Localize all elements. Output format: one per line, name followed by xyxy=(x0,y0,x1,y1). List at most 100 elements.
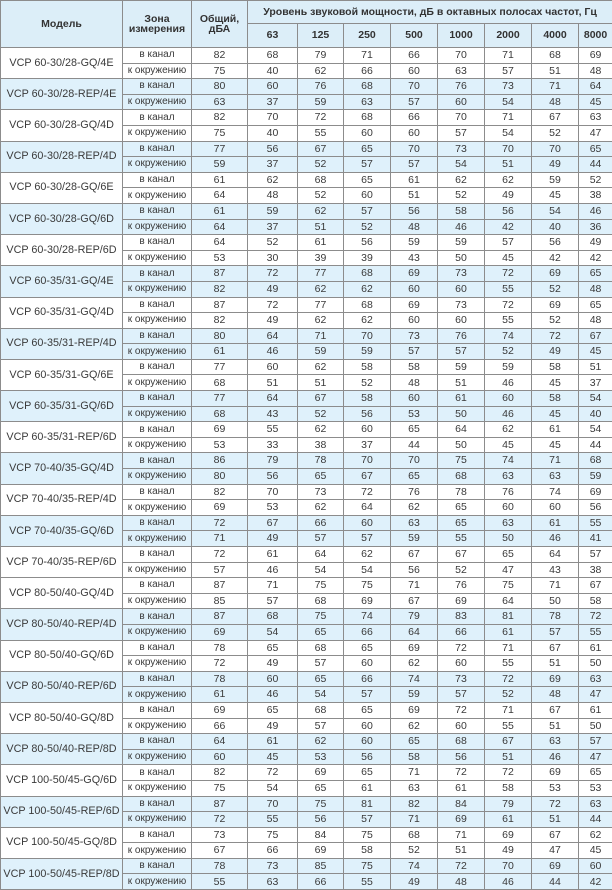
octave-value-cell: 49 xyxy=(532,157,579,173)
octave-value-cell: 65 xyxy=(298,671,344,687)
zone-cell: в канал xyxy=(123,858,192,874)
octave-value-cell: 49 xyxy=(485,843,532,859)
octave-value-cell: 55 xyxy=(485,281,532,297)
octave-value-cell: 42 xyxy=(532,250,579,266)
octave-value-cell: 45 xyxy=(532,188,579,204)
zone-cell: в канал xyxy=(123,578,192,594)
octave-value-cell: 59 xyxy=(248,203,298,219)
octave-value-cell: 45 xyxy=(485,437,532,453)
octave-value-cell: 59 xyxy=(485,359,532,375)
octave-value-cell: 70 xyxy=(248,110,298,126)
octave-value-cell: 57 xyxy=(298,718,344,734)
zone-cell: к окружению xyxy=(123,125,192,141)
octave-value-cell: 51 xyxy=(532,63,579,79)
zone-cell: в канал xyxy=(123,79,192,95)
zone-cell: в канал xyxy=(123,235,192,251)
octave-value-cell: 62 xyxy=(298,203,344,219)
octave-value-cell: 50 xyxy=(438,250,485,266)
octave-value-cell: 65 xyxy=(391,734,438,750)
octave-value-cell: 59 xyxy=(298,344,344,360)
total-cell: 86 xyxy=(192,453,248,469)
octave-value-cell: 43 xyxy=(391,250,438,266)
octave-value-cell: 69 xyxy=(532,765,579,781)
octave-value-cell: 69 xyxy=(438,593,485,609)
octave-value-cell: 57 xyxy=(579,734,612,750)
octave-value-cell: 64 xyxy=(532,547,579,563)
octave-value-cell: 58 xyxy=(344,359,391,375)
octave-value-cell: 46 xyxy=(248,344,298,360)
octave-value-cell: 56 xyxy=(391,203,438,219)
octave-value-cell: 57 xyxy=(391,94,438,110)
zone-cell: в канал xyxy=(123,609,192,625)
total-cell: 80 xyxy=(192,469,248,485)
octave-value-cell: 69 xyxy=(579,484,612,500)
octave-value-cell: 52 xyxy=(438,188,485,204)
octave-value-cell: 60 xyxy=(344,188,391,204)
octave-value-cell: 44 xyxy=(579,157,612,173)
octave-value-cell: 51 xyxy=(532,656,579,672)
octave-value-cell: 40 xyxy=(248,125,298,141)
octave-value-cell: 73 xyxy=(298,484,344,500)
octave-value-cell: 51 xyxy=(248,375,298,391)
octave-value-cell: 46 xyxy=(438,219,485,235)
octave-value-cell: 60 xyxy=(344,125,391,141)
header-frequency: 63 xyxy=(248,24,298,48)
zone-cell: к окружению xyxy=(123,500,192,516)
octave-value-cell: 51 xyxy=(532,812,579,828)
octave-value-cell: 58 xyxy=(532,391,579,407)
octave-value-cell: 52 xyxy=(438,562,485,578)
octave-value-cell: 51 xyxy=(485,157,532,173)
octave-value-cell: 68 xyxy=(344,79,391,95)
octave-value-cell: 61 xyxy=(391,172,438,188)
octave-value-cell: 70 xyxy=(485,141,532,157)
octave-value-cell: 65 xyxy=(298,624,344,640)
octave-value-cell: 69 xyxy=(298,843,344,859)
zone-cell: в канал xyxy=(123,453,192,469)
octave-value-cell: 67 xyxy=(298,141,344,157)
total-cell: 72 xyxy=(192,515,248,531)
model-cell: VCP 80-50/40-GQ/8D xyxy=(1,702,123,733)
octave-value-cell: 63 xyxy=(579,796,612,812)
octave-value-cell: 48 xyxy=(579,313,612,329)
octave-value-cell: 63 xyxy=(391,515,438,531)
octave-value-cell: 62 xyxy=(298,500,344,516)
octave-value-cell: 70 xyxy=(485,858,532,874)
octave-value-cell: 46 xyxy=(248,562,298,578)
octave-value-cell: 72 xyxy=(485,266,532,282)
zone-cell: к окружению xyxy=(123,624,192,640)
octave-value-cell: 70 xyxy=(344,453,391,469)
octave-value-cell: 64 xyxy=(438,422,485,438)
octave-value-cell: 47 xyxy=(579,687,612,703)
octave-value-cell: 61 xyxy=(532,422,579,438)
octave-value-cell: 57 xyxy=(344,687,391,703)
octave-value-cell: 73 xyxy=(438,266,485,282)
octave-value-cell: 60 xyxy=(485,391,532,407)
zone-cell: к окружению xyxy=(123,437,192,453)
octave-value-cell: 69 xyxy=(298,765,344,781)
total-cell: 59 xyxy=(192,157,248,173)
octave-value-cell: 71 xyxy=(391,578,438,594)
total-cell: 53 xyxy=(192,250,248,266)
octave-value-cell: 53 xyxy=(248,500,298,516)
octave-value-cell: 55 xyxy=(485,313,532,329)
octave-value-cell: 68 xyxy=(344,266,391,282)
octave-value-cell: 55 xyxy=(344,874,391,890)
octave-value-cell: 63 xyxy=(532,734,579,750)
octave-value-cell: 46 xyxy=(532,749,579,765)
octave-value-cell: 52 xyxy=(298,157,344,173)
octave-value-cell: 83 xyxy=(438,609,485,625)
octave-value-cell: 65 xyxy=(579,141,612,157)
octave-value-cell: 63 xyxy=(485,515,532,531)
octave-value-cell: 45 xyxy=(532,406,579,422)
zone-cell: к окружению xyxy=(123,219,192,235)
octave-value-cell: 62 xyxy=(344,281,391,297)
octave-value-cell: 77 xyxy=(298,297,344,313)
octave-value-cell: 66 xyxy=(344,671,391,687)
octave-value-cell: 72 xyxy=(532,796,579,812)
octave-value-cell: 73 xyxy=(248,858,298,874)
octave-value-cell: 52 xyxy=(344,375,391,391)
total-cell: 64 xyxy=(192,188,248,204)
octave-value-cell: 60 xyxy=(344,422,391,438)
